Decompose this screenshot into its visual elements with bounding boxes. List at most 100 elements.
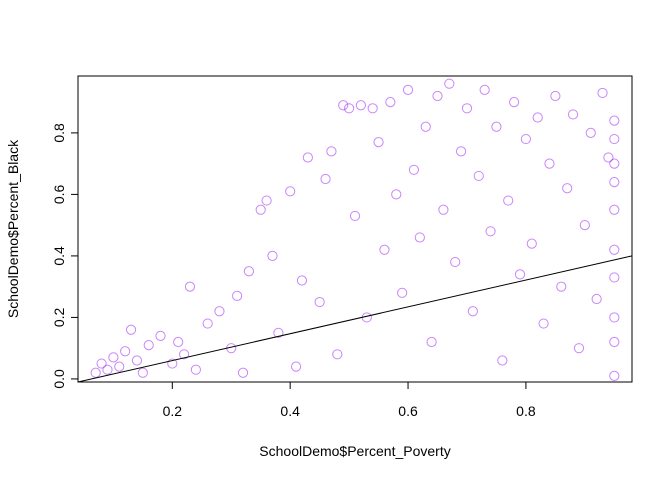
data-point-33	[332, 349, 343, 360]
y-tick-label-4: 0.8	[51, 123, 67, 143]
data-point-20	[237, 367, 249, 378]
data-point-5	[120, 346, 131, 357]
data-point-35	[344, 103, 355, 114]
data-point-17	[214, 306, 225, 317]
data-point-53	[450, 256, 461, 268]
x-tick-label-0: 0.2	[163, 403, 183, 419]
data-point-49	[426, 336, 437, 348]
data-point-77	[591, 293, 602, 305]
data-point-65	[520, 133, 532, 145]
data-point-13	[178, 349, 190, 360]
data-point-14	[184, 281, 196, 292]
y-tick-label-1: 0.2	[51, 307, 67, 327]
data-point-62	[503, 195, 514, 206]
data-point-58	[479, 84, 490, 95]
data-point-10	[155, 330, 166, 341]
data-point-30	[314, 296, 325, 308]
data-point-51	[438, 204, 449, 215]
data-point-82	[609, 244, 620, 255]
data-point-31	[320, 173, 331, 185]
data-point-56	[467, 306, 478, 317]
data-point-44	[397, 287, 408, 298]
data-point-71	[556, 281, 567, 292]
data-point-22	[255, 204, 266, 215]
data-point-37	[355, 100, 366, 111]
data-point-36	[349, 210, 361, 222]
data-point-32	[326, 146, 337, 157]
data-point-64	[514, 269, 526, 280]
data-point-63	[509, 97, 520, 108]
data-point-27	[290, 361, 302, 372]
data-point-34	[338, 100, 349, 111]
data-point-79	[603, 152, 614, 163]
data-point-69	[544, 158, 555, 169]
data-point-12	[173, 336, 184, 348]
data-point-59	[485, 226, 496, 237]
data-point-57	[473, 170, 484, 182]
x-tick-label-1: 0.4	[280, 403, 300, 419]
data-point-9	[143, 339, 154, 351]
data-point-16	[202, 318, 213, 329]
data-point-7	[131, 355, 143, 366]
data-point-84	[609, 370, 620, 381]
data-point-50	[432, 90, 443, 102]
data-point-11	[167, 358, 178, 369]
data-point-54	[455, 146, 467, 157]
data-point-61	[497, 355, 508, 366]
points-layer	[90, 78, 620, 381]
data-point-55	[461, 103, 473, 114]
data-point-15	[190, 364, 201, 375]
data-point-85	[609, 133, 620, 145]
data-point-89	[609, 158, 620, 169]
data-point-19	[232, 290, 243, 301]
data-point-48	[420, 121, 431, 132]
y-axis: 0.0 0.2 0.4 0.6 0.8	[51, 123, 78, 389]
x-tick-label-2: 0.6	[398, 403, 418, 419]
data-point-40	[373, 137, 384, 148]
data-point-83	[609, 312, 620, 323]
data-point-2	[102, 364, 113, 375]
data-point-46	[408, 164, 420, 175]
data-point-81	[609, 177, 620, 188]
data-point-67	[532, 112, 543, 123]
x-tick-label-3: 0.8	[516, 403, 536, 419]
data-point-29	[302, 152, 313, 163]
data-point-74	[573, 343, 585, 354]
data-point-8	[137, 367, 148, 378]
data-point-80	[609, 115, 620, 126]
data-point-45	[402, 84, 414, 95]
data-point-86	[609, 204, 620, 215]
data-point-39	[367, 103, 378, 114]
data-point-72	[562, 183, 573, 194]
data-point-66	[526, 238, 537, 249]
data-point-88	[609, 336, 620, 348]
regression-line	[77, 255, 633, 383]
data-point-6	[125, 324, 137, 335]
regression-line-layer	[77, 255, 633, 383]
data-point-70	[550, 90, 561, 102]
data-point-76	[585, 127, 596, 138]
data-point-75	[579, 220, 590, 231]
data-point-4	[114, 361, 125, 372]
data-point-41	[379, 244, 390, 255]
data-point-0	[90, 367, 101, 378]
data-point-42	[385, 97, 396, 108]
data-point-24	[267, 250, 278, 262]
data-point-43	[391, 189, 402, 200]
plot-frame	[77, 75, 633, 383]
data-point-25	[273, 327, 284, 338]
data-point-21	[243, 266, 255, 277]
x-axis: 0.2 0.4 0.6 0.8	[163, 382, 536, 419]
data-point-60	[491, 121, 502, 132]
y-tick-label-0: 0.0	[51, 369, 67, 389]
data-point-87	[609, 272, 620, 283]
data-point-26	[285, 186, 296, 197]
data-point-47	[414, 232, 425, 243]
data-point-3	[108, 352, 119, 363]
data-point-28	[296, 275, 308, 286]
data-point-68	[538, 318, 549, 329]
data-point-1	[96, 358, 107, 369]
x-axis-label: SchoolDemo$Percent_Poverty	[259, 443, 450, 459]
data-point-73	[567, 109, 579, 120]
